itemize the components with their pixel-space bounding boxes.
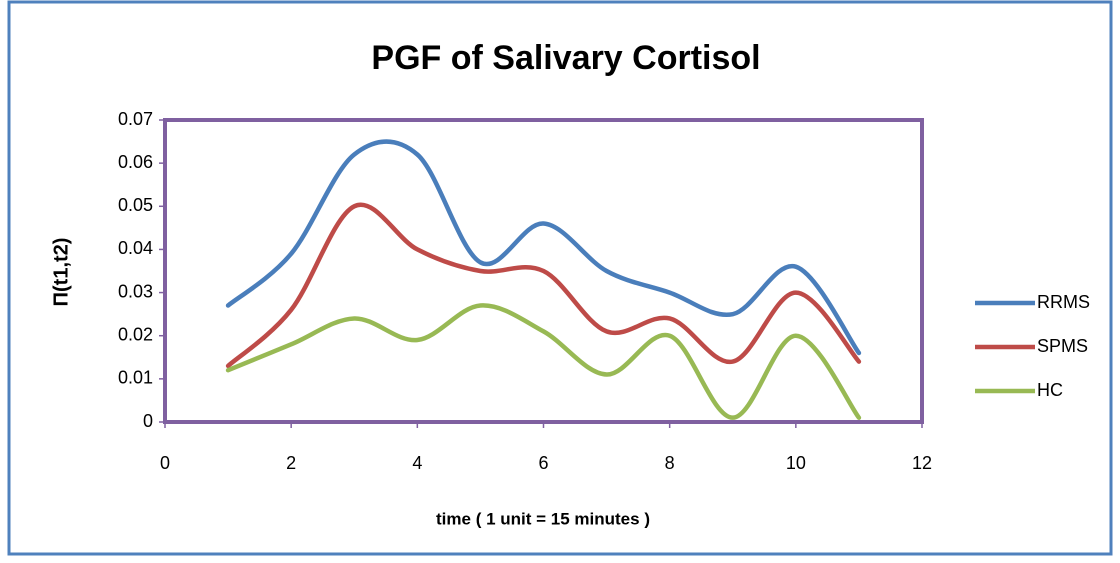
data-line [225, 202, 862, 369]
y-tick-label: 0.01 [118, 368, 153, 388]
y-tick-label: 0 [143, 411, 153, 431]
y-tick-label: 0.04 [118, 238, 153, 258]
x-tick-label: 2 [286, 453, 296, 473]
x-tick-label: 4 [412, 453, 422, 473]
legend-label: RRMS [1037, 292, 1090, 312]
y-tick-label: 0.05 [118, 195, 153, 215]
chart-title: PGF of Salivary Cortisol [371, 39, 760, 77]
y-tick-label: 0.06 [118, 152, 153, 172]
chart-frame [7, 0, 1113, 556]
y-tick-label: 0.03 [118, 281, 153, 301]
x-tick-label: 12 [912, 453, 932, 473]
x-tick-label: 8 [665, 453, 675, 473]
x-tick-label: 10 [786, 453, 806, 473]
legend-label: HC [1037, 380, 1063, 400]
x-tick-label: 6 [538, 453, 548, 473]
legend-label: SPMS [1037, 336, 1088, 356]
x-tick-label: 0 [160, 453, 170, 473]
x-axis-title: time ( 1 unit = 15 minutes ) [436, 509, 650, 528]
data-line [225, 139, 862, 356]
data-line [225, 303, 862, 420]
y-tick-label: 0.07 [118, 109, 153, 129]
y-axis-title: Π(t1,t2) [50, 238, 72, 307]
y-tick-label: 0.02 [118, 324, 153, 344]
